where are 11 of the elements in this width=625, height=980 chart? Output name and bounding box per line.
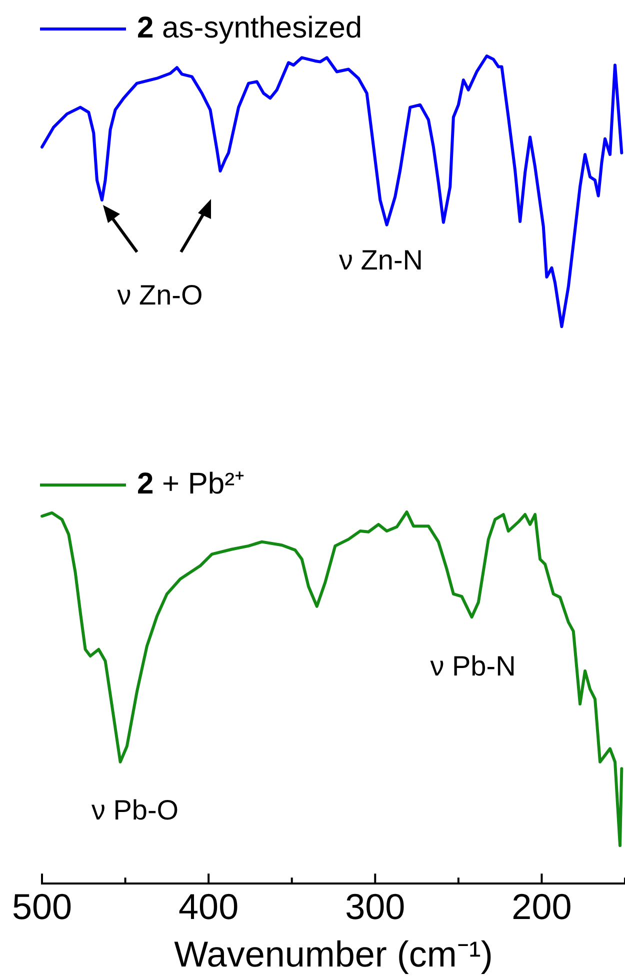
- x-axis-title: Wavenumber (cm⁻¹): [174, 933, 493, 974]
- annotation: ν Pb-O: [91, 794, 179, 826]
- x-tick-label: 300: [345, 886, 406, 928]
- x-tick-label: 200: [512, 886, 572, 928]
- x-tick-label: 400: [178, 886, 239, 928]
- annotation: ν Zn-N: [339, 244, 423, 276]
- legend-label: 2 as-synthesized: [137, 11, 362, 44]
- annotation: ν Pb-N: [430, 650, 516, 682]
- annotation: ν Zn-O: [117, 280, 203, 311]
- x-tick-label: 500: [12, 886, 72, 928]
- legend-label: 2 + Pb²⁺: [137, 467, 245, 500]
